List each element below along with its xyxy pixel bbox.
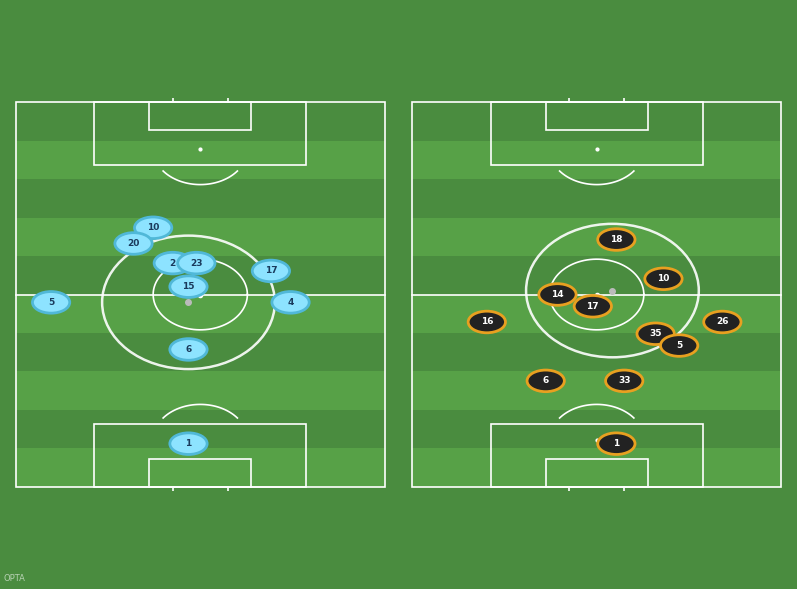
Bar	[412, 217, 781, 256]
Bar	[16, 410, 385, 448]
Ellipse shape	[661, 335, 698, 356]
Text: 1: 1	[613, 439, 619, 448]
Text: 17: 17	[587, 302, 599, 311]
Text: 16: 16	[481, 317, 493, 326]
Ellipse shape	[170, 433, 207, 455]
Text: 1: 1	[186, 439, 191, 448]
Ellipse shape	[539, 284, 576, 305]
Bar	[546, 102, 648, 130]
Text: 26: 26	[717, 317, 728, 326]
Ellipse shape	[637, 323, 674, 345]
Text: OPTA: OPTA	[4, 574, 26, 583]
Text: 23: 23	[190, 259, 202, 267]
Bar	[149, 459, 251, 487]
Bar	[16, 102, 385, 141]
Ellipse shape	[272, 292, 309, 313]
Bar	[16, 448, 385, 487]
Bar	[16, 333, 385, 372]
Text: 18: 18	[611, 235, 622, 244]
Bar	[16, 372, 385, 410]
Bar	[412, 372, 781, 410]
Bar	[149, 102, 251, 130]
Bar	[173, 92, 228, 102]
Bar	[412, 179, 781, 217]
Text: 5: 5	[48, 298, 54, 307]
Bar	[412, 448, 781, 487]
Bar	[16, 256, 385, 294]
Bar	[94, 102, 306, 165]
Ellipse shape	[468, 311, 505, 333]
Ellipse shape	[178, 252, 215, 274]
Bar	[412, 333, 781, 372]
Text: 17: 17	[265, 266, 277, 276]
Bar	[173, 487, 228, 497]
Bar	[491, 102, 703, 165]
Text: 35: 35	[650, 329, 662, 338]
Text: 14: 14	[552, 290, 563, 299]
Text: 20: 20	[128, 239, 139, 248]
Ellipse shape	[170, 339, 207, 360]
Bar	[412, 256, 781, 294]
Ellipse shape	[606, 370, 643, 392]
Bar	[16, 179, 385, 217]
Text: 10: 10	[658, 274, 669, 283]
Bar	[412, 141, 781, 179]
Ellipse shape	[645, 268, 682, 290]
Ellipse shape	[598, 229, 635, 250]
Ellipse shape	[154, 252, 191, 274]
Bar	[94, 424, 306, 487]
Ellipse shape	[598, 433, 635, 455]
Bar	[569, 487, 624, 497]
Bar	[491, 424, 703, 487]
Bar	[16, 141, 385, 179]
Text: 10: 10	[147, 223, 159, 232]
Text: 5: 5	[676, 341, 682, 350]
Text: 6: 6	[186, 345, 191, 354]
Text: 15: 15	[183, 282, 194, 291]
Ellipse shape	[33, 292, 70, 313]
Ellipse shape	[253, 260, 289, 282]
Bar	[412, 294, 781, 333]
Bar	[412, 102, 781, 141]
Text: 33: 33	[618, 376, 630, 385]
Bar	[16, 217, 385, 256]
Ellipse shape	[135, 217, 172, 239]
Bar	[546, 459, 648, 487]
Text: 6: 6	[543, 376, 549, 385]
Bar	[16, 294, 385, 333]
Ellipse shape	[527, 370, 564, 392]
Bar	[569, 92, 624, 102]
Text: 4: 4	[288, 298, 294, 307]
Ellipse shape	[115, 233, 152, 254]
Ellipse shape	[574, 296, 611, 317]
Bar	[412, 410, 781, 448]
Ellipse shape	[704, 311, 741, 333]
Ellipse shape	[170, 276, 207, 297]
Text: 2: 2	[170, 259, 176, 267]
